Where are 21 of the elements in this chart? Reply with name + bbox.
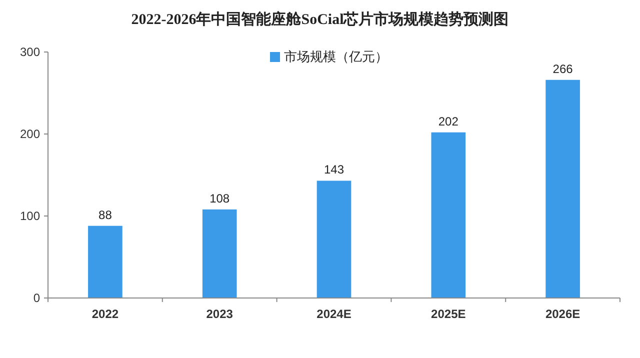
bar: [316, 180, 352, 298]
data-label: 143: [324, 162, 344, 177]
data-label: 108: [210, 191, 230, 206]
y-tick-label: 300: [20, 45, 40, 59]
y-tick-label: 0: [33, 291, 40, 305]
y-tick-label: 100: [20, 209, 40, 223]
data-label: 266: [552, 62, 574, 76]
x-tick-label: 2024E: [316, 307, 352, 321]
x-tick-label: 2023: [206, 307, 234, 321]
data-label: 88: [98, 208, 112, 222]
x-tick-label: 2026E: [545, 307, 580, 321]
x-tick-label: 2022: [92, 307, 119, 321]
bar: [202, 209, 237, 298]
bar: [88, 226, 122, 298]
data-label: 202: [438, 114, 459, 128]
x-tick-label: 2025E: [431, 307, 466, 321]
bar: [546, 80, 580, 298]
legend-label: 市场规模（亿元）: [284, 49, 388, 64]
chart-title: 2022-2026年中国智能座舱SoCial芯片市场规模趋势预测图: [131, 10, 509, 28]
y-tick-label: 200: [20, 127, 40, 141]
bar: [431, 132, 466, 298]
